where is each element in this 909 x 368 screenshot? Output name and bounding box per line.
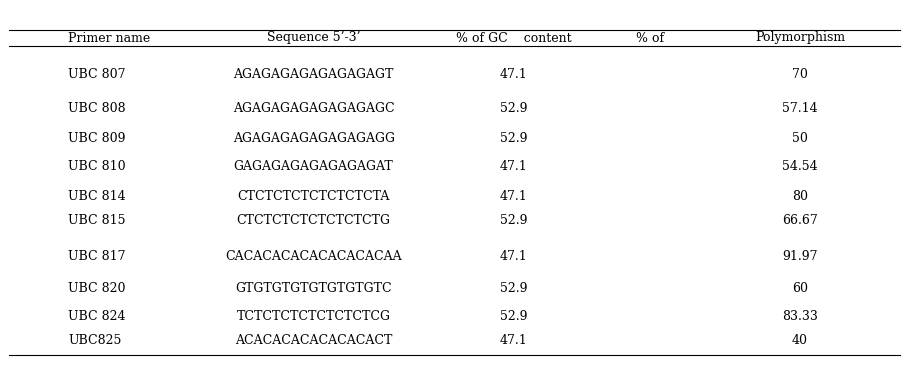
Text: AGAGAGAGAGAGAGAGG: AGAGAGAGAGAGAGAGG (233, 131, 395, 145)
Text: GTGTGTGTGTGTGTGTC: GTGTGTGTGTGTGTGTC (235, 283, 392, 296)
Text: % of GC    content: % of GC content (455, 32, 572, 45)
Text: 47.1: 47.1 (500, 160, 527, 173)
Text: UBC 820: UBC 820 (68, 283, 125, 296)
Text: AGAGAGAGAGAGAGAGT: AGAGAGAGAGAGAGAGT (234, 68, 394, 81)
Text: AGAGAGAGAGAGAGAGC: AGAGAGAGAGAGAGAGC (233, 102, 395, 114)
Text: 52.9: 52.9 (500, 131, 527, 145)
Text: 66.67: 66.67 (782, 215, 818, 227)
Text: TCTCTCTCTCTCTCTCG: TCTCTCTCTCTCTCTCG (236, 309, 391, 322)
Text: 40: 40 (792, 335, 808, 347)
Text: UBC 807: UBC 807 (68, 68, 125, 81)
Text: 52.9: 52.9 (500, 309, 527, 322)
Text: UBC 817: UBC 817 (68, 251, 125, 263)
Text: 57.14: 57.14 (782, 102, 818, 114)
Text: 47.1: 47.1 (500, 335, 527, 347)
Text: 52.9: 52.9 (500, 215, 527, 227)
Text: 50: 50 (792, 131, 808, 145)
Text: 47.1: 47.1 (500, 190, 527, 202)
Text: 91.97: 91.97 (782, 251, 818, 263)
Text: 54.54: 54.54 (782, 160, 818, 173)
Text: CACACACACACACACACAA: CACACACACACACACACAA (225, 251, 402, 263)
Text: GAGAGAGAGAGAGAGAT: GAGAGAGAGAGAGAGAT (234, 160, 394, 173)
Text: CTCTCTCTCTCTCTCTA: CTCTCTCTCTCTCTCTA (237, 190, 390, 202)
Text: ACACACACACACACACT: ACACACACACACACACT (235, 335, 393, 347)
Text: UBC 809: UBC 809 (68, 131, 125, 145)
Text: UBC 814: UBC 814 (68, 190, 125, 202)
Text: 47.1: 47.1 (500, 251, 527, 263)
Text: 47.1: 47.1 (500, 68, 527, 81)
Text: UBC 815: UBC 815 (68, 215, 125, 227)
Text: Polymorphism: Polymorphism (754, 32, 845, 45)
Text: UBC 824: UBC 824 (68, 309, 125, 322)
Text: 70: 70 (792, 68, 808, 81)
Text: UBC825: UBC825 (68, 335, 122, 347)
Text: 52.9: 52.9 (500, 102, 527, 114)
Text: 83.33: 83.33 (782, 309, 818, 322)
Text: CTCTCTCTCTCTCTCTG: CTCTCTCTCTCTCTCTG (236, 215, 391, 227)
Text: % of: % of (636, 32, 664, 45)
Text: 52.9: 52.9 (500, 283, 527, 296)
Text: UBC 808: UBC 808 (68, 102, 125, 114)
Text: 60: 60 (792, 283, 808, 296)
Text: Sequence 5’-3’: Sequence 5’-3’ (267, 32, 360, 45)
Text: Primer name: Primer name (68, 32, 150, 45)
Text: UBC 810: UBC 810 (68, 160, 125, 173)
Text: 80: 80 (792, 190, 808, 202)
